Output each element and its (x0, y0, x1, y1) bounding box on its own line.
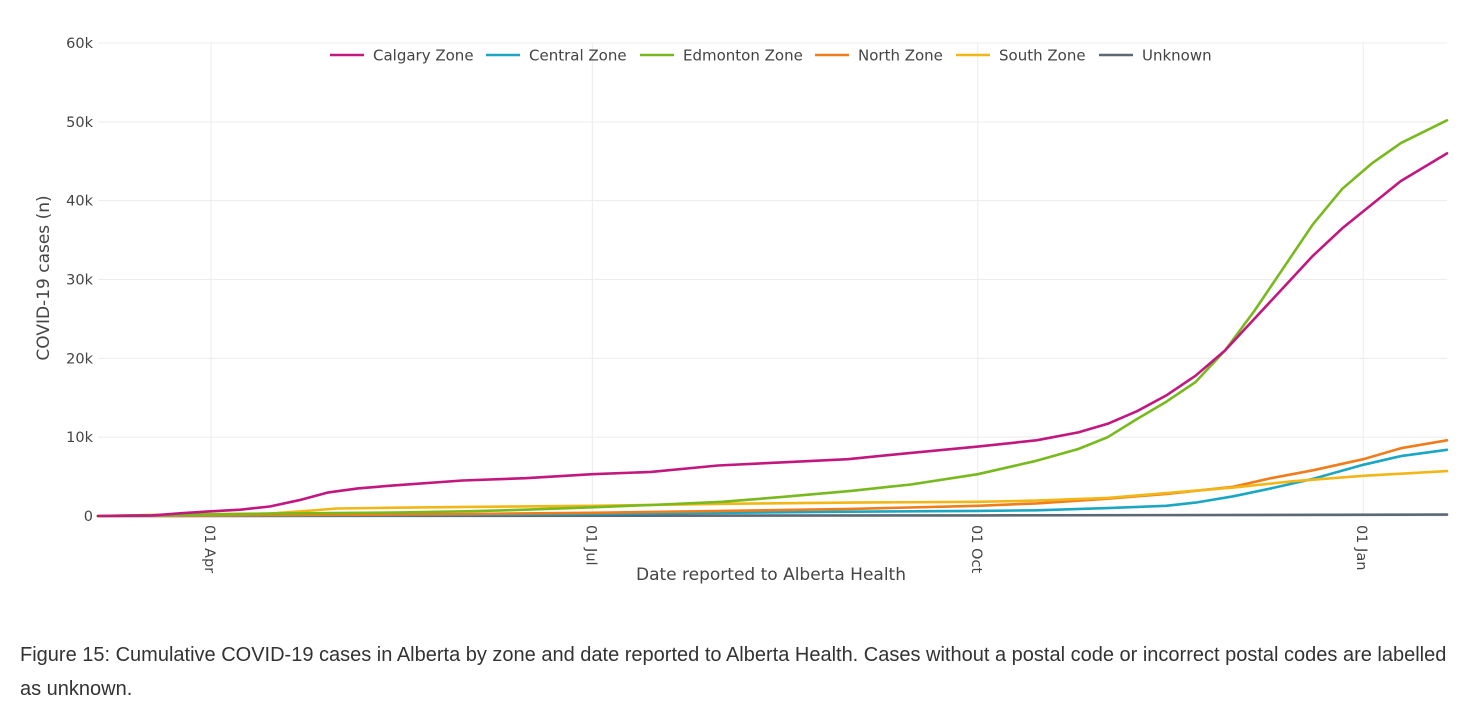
y-tick-label: 50k (66, 115, 93, 131)
y-tick-label: 0 (84, 509, 93, 525)
x-axis-ticks: 01 Apr 01 Jul 01 Oct 01 Jan (201, 525, 1369, 573)
series-line-edmonton-zone (96, 119, 1449, 518)
x-tick-label: 01 Apr (201, 525, 217, 573)
legend-item-edmonton-zone[interactable]: Edmonton Zone (640, 47, 803, 65)
legend-label: Unknown (1142, 47, 1212, 65)
series-line-calgary-zone (96, 152, 1449, 518)
y-tick-label: 40k (66, 194, 93, 210)
series-line-south-zone (96, 469, 1449, 518)
legend-label: South Zone (999, 47, 1086, 65)
y-tick-label: 10k (66, 430, 93, 446)
figure-caption: Figure 15: Cumulative COVID-19 cases in … (20, 644, 1447, 700)
legend-item-central-zone[interactable]: Central Zone (486, 47, 627, 65)
y-tick-label: 20k (66, 351, 93, 367)
legend-label: Calgary Zone (373, 47, 474, 65)
y-tick-label: 60k (66, 36, 93, 52)
x-axis-title: Date reported to Alberta Health (636, 565, 906, 585)
legend-label: Central Zone (529, 47, 627, 65)
x-tick-label: 01 Jan (1353, 525, 1369, 570)
legend-item-calgary-zone[interactable]: Calgary Zone (330, 47, 474, 65)
x-tick-label: 01 Jul (582, 525, 598, 566)
series-lines (96, 119, 1449, 518)
legend-item-unknown[interactable]: Unknown (1099, 47, 1212, 65)
series-line-north-zone (96, 439, 1449, 518)
legend[interactable]: Calgary Zone Central Zone Edmonton Zone Nor… (330, 47, 1212, 65)
legend-item-south-zone[interactable]: South Zone (956, 47, 1086, 65)
legend-item-north-zone[interactable]: North Zone (815, 47, 943, 65)
legend-label: North Zone (858, 47, 943, 65)
y-tick-label: 30k (66, 273, 93, 289)
legend-label: Edmonton Zone (683, 47, 803, 65)
x-tick-label: 01 Oct (968, 525, 984, 573)
y-axis-ticks: 0 10k 20k 30k 40k 50k 60k (66, 36, 93, 525)
grid-lines (98, 42, 1447, 517)
y-axis-title: COVID-19 cases (n) (34, 195, 54, 360)
